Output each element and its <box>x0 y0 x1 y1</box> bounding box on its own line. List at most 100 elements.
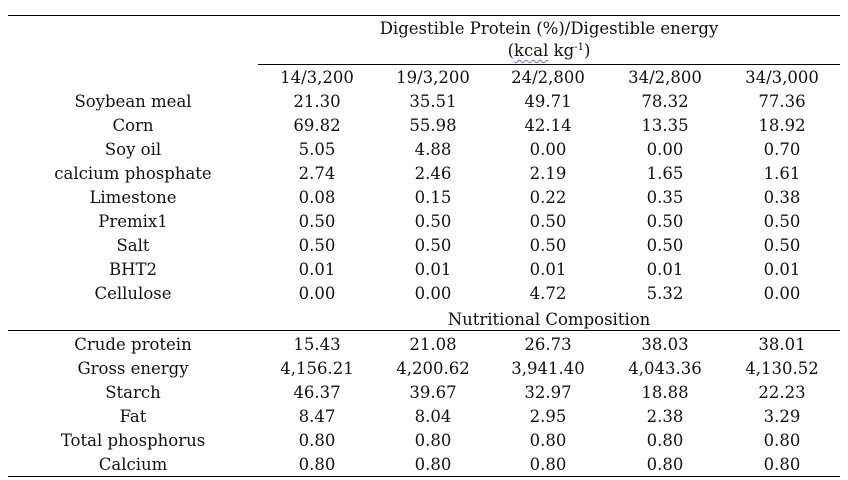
table-cell: 0.00 <box>529 140 567 159</box>
table-cell: 8.04 <box>414 407 452 426</box>
table-cell: 0.38 <box>763 188 801 207</box>
column-headers: 14/3,200 19/3,200 24/2,800 34/2,800 34/3… <box>258 66 840 90</box>
table-cell: 0.50 <box>298 236 336 255</box>
table-row: Cellulose 0.00 0.00 4.72 5.32 0.00 <box>8 282 840 306</box>
table-cell: 0.00 <box>763 284 801 303</box>
table-cell: 0.08 <box>298 188 336 207</box>
table-cell: 69.82 <box>293 116 341 135</box>
column-header: 34/2,800 <box>628 68 702 87</box>
table-row: Gross energy 4,156.21 4,200.62 3,941.40 4,04… <box>8 357 840 381</box>
table-row: Fat 8.47 8.04 2.95 2.38 3.29 <box>8 405 840 429</box>
table-cell: 0.50 <box>414 236 452 255</box>
table-row: Soybean meal 21.30 35.51 49.71 78.32 77.36 <box>8 90 840 114</box>
table-cell: 0.80 <box>763 431 801 450</box>
table-row: Salt 0.50 0.50 0.50 0.50 0.50 <box>8 234 840 258</box>
row-label: Limestone <box>89 188 177 207</box>
table-cell: 0.50 <box>763 236 801 255</box>
table-cell: 2.38 <box>646 407 684 426</box>
table-cell: 4.88 <box>414 140 452 159</box>
table-cell: 0.01 <box>646 260 684 279</box>
table-cell: 0.01 <box>414 260 452 279</box>
column-header: 34/3,000 <box>745 68 819 87</box>
table-cell: 4,156.21 <box>280 359 354 378</box>
table-cell: 32.97 <box>524 383 572 402</box>
table-cell: 0.80 <box>529 431 567 450</box>
table-row: Corn 69.82 55.98 42.14 13.35 18.92 <box>8 114 840 138</box>
table-row: Total phosphorus 0.80 0.80 0.80 0.80 0.80 <box>8 429 840 453</box>
table-cell: 0.35 <box>646 188 684 207</box>
table-row: Calcium 0.80 0.80 0.80 0.80 0.80 <box>8 453 840 477</box>
table-cell: 8.47 <box>298 407 336 426</box>
table-cell: 3,941.40 <box>511 359 585 378</box>
table-cell: 49.71 <box>524 92 572 111</box>
column-header: 19/3,200 <box>396 68 470 87</box>
row-label: Calcium <box>98 455 168 474</box>
table-cell: 2.46 <box>414 164 452 183</box>
table-cell: 22.23 <box>758 383 806 402</box>
table-cell: 4,200.62 <box>396 359 470 378</box>
column-header: 14/3,200 <box>280 68 354 87</box>
spanner-exponent: -1 <box>574 42 584 53</box>
table-cell: 78.32 <box>641 92 689 111</box>
row-label: Cellulose <box>94 284 172 303</box>
table-cell: 35.51 <box>409 92 457 111</box>
table-cell: 38.01 <box>758 335 806 354</box>
table-top-rule <box>8 15 840 16</box>
table-cell: 38.03 <box>641 335 689 354</box>
table-cell: 0.01 <box>298 260 336 279</box>
composition-title: Nutritional Composition <box>447 310 651 329</box>
table-cell: 0.50 <box>763 212 801 231</box>
table-cell: 0.01 <box>529 260 567 279</box>
table-cell: 13.35 <box>641 116 689 135</box>
table-cell: 46.37 <box>293 383 341 402</box>
column-group-header: Digestible Protein (%)/Digestible energy… <box>258 18 840 62</box>
table-cell: 39.67 <box>409 383 457 402</box>
table-cell: 18.88 <box>641 383 689 402</box>
column-group-rule <box>258 64 840 65</box>
table-cell: 0.50 <box>414 212 452 231</box>
table-cell: 0.22 <box>529 188 567 207</box>
table-cell: 4,130.52 <box>745 359 819 378</box>
table-cell: 0.50 <box>646 236 684 255</box>
table-cell: 0.50 <box>529 236 567 255</box>
table-cell: 0.80 <box>414 455 452 474</box>
table-cell: 0.00 <box>298 284 336 303</box>
table-row: calcium phosphate 2.74 2.46 2.19 1.65 1.61 <box>8 162 840 186</box>
table-cell: 4.72 <box>529 284 567 303</box>
row-label: calcium phosphate <box>54 164 212 183</box>
row-label: Crude protein <box>74 335 192 354</box>
table-cell: 0.80 <box>646 455 684 474</box>
table-cell: 0.80 <box>529 455 567 474</box>
spanner-title: Digestible Protein (%)/Digestible energy <box>379 19 719 38</box>
table-cell: 21.30 <box>293 92 341 111</box>
table-row: BHT2 0.01 0.01 0.01 0.01 0.01 <box>8 258 840 282</box>
table-bottom-rule <box>8 476 840 477</box>
row-label: Salt <box>116 236 150 255</box>
ingredients-section: Soybean meal 21.30 35.51 49.71 78.32 77.36 Cor… <box>8 90 840 306</box>
row-label: Starch <box>105 383 161 402</box>
row-label: Fat <box>119 407 147 426</box>
table-cell: 77.36 <box>758 92 806 111</box>
row-label: Premix1 <box>98 212 168 231</box>
column-header: 24/2,800 <box>511 68 585 87</box>
row-label: BHT2 <box>108 260 158 279</box>
table-cell: 0.80 <box>298 455 336 474</box>
table-cell: 1.61 <box>763 164 801 183</box>
row-label: Corn <box>112 116 154 135</box>
table-cell: 26.73 <box>524 335 572 354</box>
table-row: Premix1 0.50 0.50 0.50 0.50 0.50 <box>8 210 840 234</box>
spanner-units: (kcal kg-1) <box>507 41 591 60</box>
row-label: Gross energy <box>77 359 189 378</box>
table-cell: 0.50 <box>529 212 567 231</box>
table-cell: 5.05 <box>298 140 336 159</box>
table-cell: 0.00 <box>646 140 684 159</box>
table-cell: 3.29 <box>763 407 801 426</box>
table-cell: 2.74 <box>298 164 336 183</box>
table-cell: 0.70 <box>763 140 801 159</box>
table-cell: 0.80 <box>763 455 801 474</box>
table-cell: 5.32 <box>646 284 684 303</box>
spanner-kcal: kcal <box>514 41 549 60</box>
table-cell: 42.14 <box>524 116 572 135</box>
table-cell: 2.95 <box>529 407 567 426</box>
table-row: Limestone 0.08 0.15 0.22 0.35 0.38 <box>8 186 840 210</box>
